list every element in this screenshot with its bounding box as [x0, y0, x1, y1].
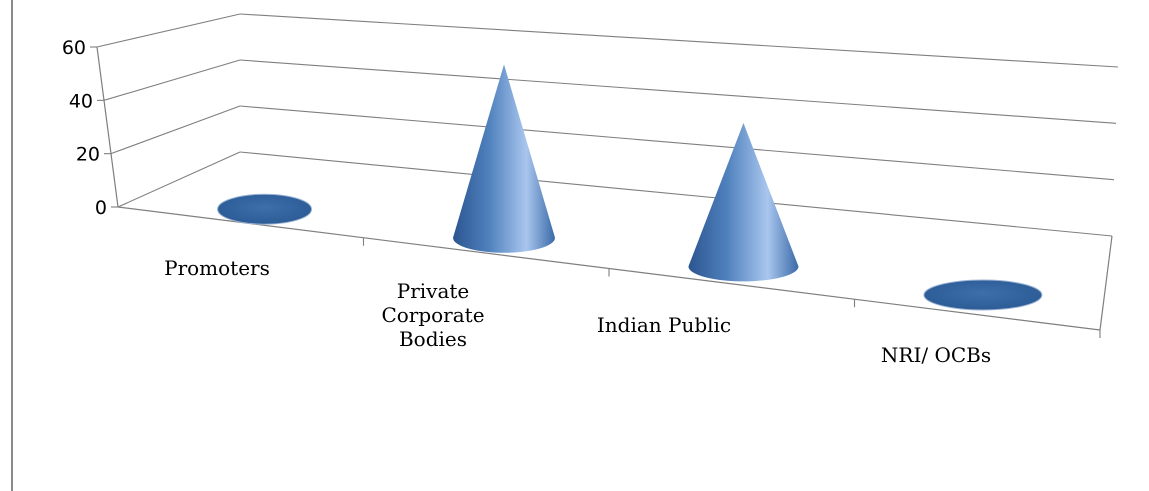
gridline-side-20	[110, 105, 241, 155]
gridlines	[96, 13, 1119, 237]
gridline-side-0	[117, 151, 241, 208]
gridline-back-0	[239, 151, 1113, 237]
cone-base-1	[217, 193, 313, 225]
category-labels: Promoters Private Corporate Bodies Indian Pu…	[164, 256, 991, 367]
cone-base-4	[923, 279, 1043, 311]
category-label: Promoters	[164, 256, 270, 280]
data-marks	[217, 64, 1043, 311]
y-tick-label: 40	[69, 90, 93, 112]
cone-2	[453, 64, 556, 253]
chart-frame	[11, 0, 1113, 491]
category-label: NRI/ OCBs	[881, 343, 991, 367]
floor-right-edge	[1099, 235, 1113, 331]
y-tick-label: 20	[76, 144, 100, 166]
gridline-side-40	[103, 59, 241, 101]
y-tick-label: 0	[95, 197, 107, 219]
gridline-back-60	[239, 13, 1119, 68]
category-label: Indian Public	[597, 313, 731, 337]
category-label: Private Corporate Bodies	[381, 279, 484, 351]
gridline-back-20	[239, 105, 1115, 181]
cone-3	[688, 123, 799, 282]
x-axis	[362, 237, 1101, 338]
y-tick-label: 60	[62, 37, 86, 59]
gridline-side-60	[96, 13, 241, 48]
gridline-back-40	[239, 59, 1117, 124]
y-axis-ticks: 0 20 40 60	[62, 37, 118, 219]
y-axis-line	[96, 46, 119, 208]
